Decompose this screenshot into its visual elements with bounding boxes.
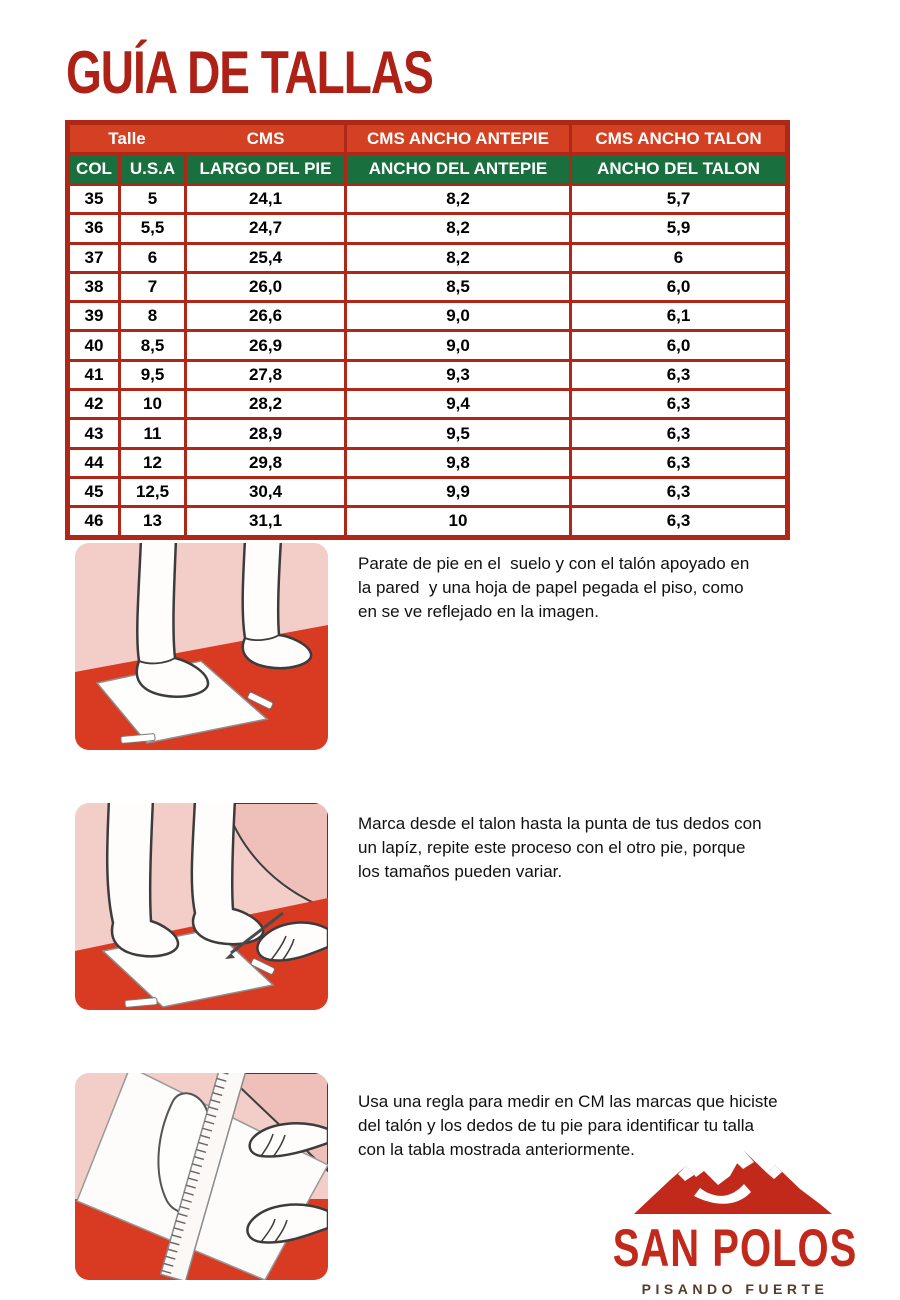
header-usa: U.S.A: [117, 152, 188, 186]
table-cell: 24,7: [184, 212, 348, 245]
table-cell: 26,0: [184, 270, 348, 304]
table-cell: 6,3: [569, 358, 790, 392]
table-cell: 8,2: [344, 241, 573, 274]
table-cell: 9,0: [344, 329, 573, 362]
table-cell: 8,2: [344, 212, 573, 245]
table-cell: 6,0: [569, 270, 790, 304]
header-cms-ancho-talon: CMS ANCHO TALON: [569, 121, 790, 155]
mountain-logo-icon: [634, 1151, 832, 1214]
instruction-step-3: Usa una regla para medir en CM las marca…: [358, 1092, 778, 1159]
table-cell: 11: [117, 417, 188, 450]
brand-logo: SAN POLOS PISANDO FUERTE: [605, 1146, 865, 1297]
table-cell: 9,8: [344, 446, 573, 479]
table-cell: 45: [66, 475, 121, 509]
table-row: 39 8 26,6 9,0 6,1: [66, 300, 790, 333]
header-ancho-del-antepie: ANCHO DEL ANTEPIE: [344, 152, 573, 186]
table-cell: 26,9: [184, 329, 348, 362]
table-cell: 8: [117, 300, 188, 333]
table-cell: 25,4: [184, 241, 348, 274]
table-cell: 8,5: [344, 270, 573, 304]
table-cell: 37: [66, 241, 121, 274]
table-header-top-row: Talle CMS CMS ANCHO ANTEPIE CMS ANCHO TA…: [65, 121, 790, 155]
size-table: Talle CMS CMS ANCHO ANTEPIE CMS ANCHO TA…: [65, 120, 791, 540]
table-cell: 6,3: [569, 417, 790, 450]
header-cms: CMS: [184, 121, 348, 155]
instruction-step-2: Marca desde el talon hasta la punta de t…: [358, 814, 762, 881]
table-cell: 5,9: [569, 212, 790, 245]
table-row: 40 8,5 26,9 9,0 6,0: [66, 329, 790, 362]
table-row: 37 6 25,4 8,2 6: [66, 241, 790, 274]
marking-foot-illustration: [75, 803, 328, 1010]
table-row: 43 11 28,9 9,5 6,3: [66, 417, 790, 450]
table-cell: 43: [66, 417, 121, 450]
table-cell: 9,5: [344, 417, 573, 450]
brand-tagline: PISANDO FUERTE: [641, 1281, 829, 1297]
table-cell: 9,5: [117, 358, 188, 392]
table-cell: 9,9: [344, 475, 573, 509]
header-col: COL: [66, 152, 121, 186]
table-cell: 44: [66, 446, 121, 479]
table-cell: 27,8: [184, 358, 348, 392]
standing-feet-illustration: [75, 543, 328, 750]
table-cell: 39: [66, 300, 121, 333]
table-cell: 26,6: [184, 300, 348, 333]
table-cell: 29,8: [184, 446, 348, 479]
table-cell: 31,1: [184, 505, 348, 539]
table-row: 42 10 28,2 9,4 6,3: [66, 388, 790, 421]
table-cell: 30,4: [184, 475, 348, 509]
table-cell: 10: [117, 388, 188, 421]
table-cell: 13: [117, 505, 188, 539]
table-cell: 42: [66, 388, 121, 421]
table-cell: 28,9: [184, 417, 348, 450]
table-row: 46 13 31,1 10 6,3: [66, 505, 790, 539]
table-cell: 9,3: [344, 358, 573, 392]
table-cell: 12: [117, 446, 188, 479]
table-cell: 28,2: [184, 388, 348, 421]
table-cell: 9,4: [344, 388, 573, 421]
table-cell: 5: [117, 182, 188, 216]
page-title: GUÍA DE TALLAS: [66, 37, 434, 106]
table-cell: 12,5: [117, 475, 188, 509]
table-cell: 6: [117, 241, 188, 274]
header-ancho-del-talon: ANCHO DEL TALON: [569, 152, 790, 186]
table-header-sub-row: COL U.S.A LARGO DEL PIE ANCHO DEL ANTEPI…: [66, 152, 790, 186]
table-cell: 35: [66, 182, 121, 216]
table-cell: 38: [66, 270, 121, 304]
table-cell: 5,5: [117, 212, 188, 245]
table-row: 44 12 29,8 9,8 6,3: [66, 446, 790, 479]
ruler-measuring-illustration: [75, 1073, 328, 1280]
table-cell: 8,5: [117, 329, 188, 362]
table-cell: 6: [569, 241, 790, 274]
table-cell: 40: [66, 329, 121, 362]
table-row: 38 7 26,0 8,5 6,0: [66, 270, 790, 304]
table-row: 41 9,5 27,8 9,3 6,3: [66, 358, 790, 392]
table-cell: 6,3: [569, 505, 790, 539]
table-cell: 8,2: [344, 182, 573, 216]
table-cell: 9,0: [344, 300, 573, 333]
brand-name: SAN POLOS: [612, 1220, 858, 1279]
table-cell: 6,3: [569, 388, 790, 421]
table-cell: 6,3: [569, 475, 790, 509]
table-cell: 5,7: [569, 182, 790, 216]
table-cell: 6,1: [569, 300, 790, 333]
table-row: 36 5,5 24,7 8,2 5,9: [66, 212, 790, 245]
header-largo-del-pie: LARGO DEL PIE: [184, 152, 348, 186]
table-cell: 46: [66, 505, 121, 539]
instruction-step-1: Parate de pie en el suelo y con el talón…: [358, 554, 750, 621]
header-talle: Talle: [65, 121, 188, 155]
table-cell: 6,3: [569, 446, 790, 479]
table-cell: 36: [66, 212, 121, 245]
table-cell: 24,1: [184, 182, 348, 216]
size-table-container: Talle CMS CMS ANCHO ANTEPIE CMS ANCHO TA…: [65, 120, 791, 540]
table-cell: 7: [117, 270, 188, 304]
header-cms-ancho-antepie: CMS ANCHO ANTEPIE: [344, 121, 573, 155]
table-cell: 6,0: [569, 329, 790, 362]
table-row: 35 5 24,1 8,2 5,7: [66, 182, 790, 216]
table-cell: 10: [344, 505, 573, 539]
table-cell: 41: [66, 358, 121, 392]
size-table-body: 35 5 24,1 8,2 5,7 36 5,5 24,7 8,2 5,9 37 6 25,4 8,2 6 3…: [66, 182, 790, 539]
table-row: 45 12,5 30,4 9,9 6,3: [66, 475, 790, 509]
